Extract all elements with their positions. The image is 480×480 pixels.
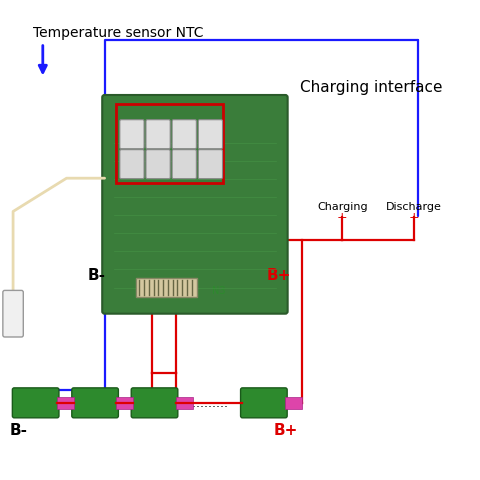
- Text: B+: B+: [274, 423, 298, 438]
- FancyBboxPatch shape: [72, 388, 119, 418]
- FancyBboxPatch shape: [120, 150, 144, 179]
- Bar: [117, 397, 133, 409]
- FancyBboxPatch shape: [146, 150, 170, 179]
- FancyBboxPatch shape: [198, 120, 223, 149]
- Text: N3: N3: [212, 286, 225, 296]
- FancyBboxPatch shape: [198, 150, 223, 179]
- Text: B+: B+: [266, 268, 290, 283]
- FancyBboxPatch shape: [240, 388, 287, 418]
- Text: ...........: ...........: [185, 396, 229, 409]
- Bar: [135, 278, 197, 297]
- FancyBboxPatch shape: [3, 290, 24, 337]
- FancyBboxPatch shape: [102, 95, 288, 314]
- Text: Discharge: Discharge: [386, 202, 442, 212]
- Bar: [57, 397, 74, 409]
- Text: Temperature sensor NTC: Temperature sensor NTC: [33, 26, 204, 40]
- Text: B-: B-: [88, 268, 106, 283]
- Bar: [176, 397, 192, 409]
- FancyBboxPatch shape: [120, 120, 144, 149]
- FancyBboxPatch shape: [12, 388, 59, 418]
- Text: B-: B-: [10, 423, 27, 438]
- FancyBboxPatch shape: [131, 388, 178, 418]
- Text: Charging: Charging: [317, 202, 368, 212]
- Text: Charging interface: Charging interface: [300, 80, 442, 96]
- Bar: [285, 397, 302, 409]
- Bar: [117, 105, 224, 183]
- FancyBboxPatch shape: [172, 120, 196, 149]
- FancyBboxPatch shape: [172, 150, 196, 179]
- Text: +: +: [408, 211, 419, 224]
- Text: +: +: [337, 211, 348, 224]
- FancyBboxPatch shape: [146, 120, 170, 149]
